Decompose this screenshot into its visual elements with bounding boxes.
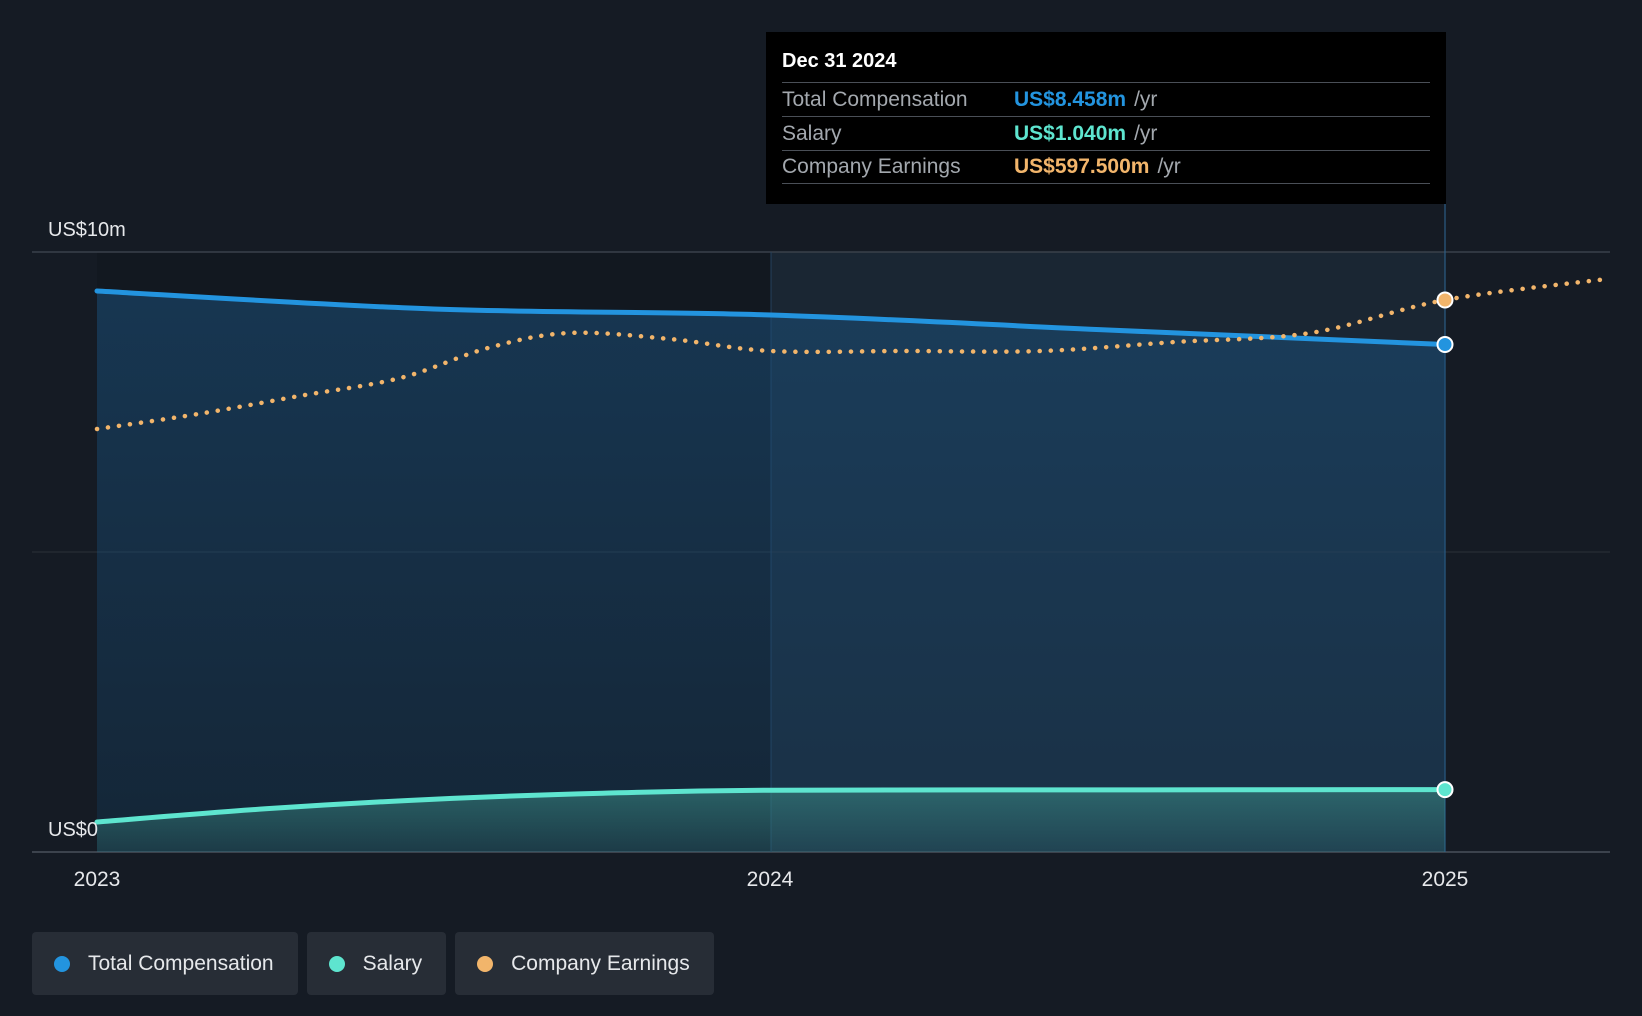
salary-point xyxy=(1436,781,1454,799)
legend: Total Compensation Salary Company Earnin… xyxy=(32,932,714,995)
tooltip-value-total-compensation: US$8.458m xyxy=(1014,87,1127,111)
tooltip-unit: /yr xyxy=(1157,155,1181,178)
legend-label: Company Earnings xyxy=(511,951,690,975)
y-tick-label-max: US$10m xyxy=(48,219,126,241)
legend-dot-icon xyxy=(477,955,494,972)
company-earnings-point xyxy=(1436,291,1454,309)
total-compensation-line xyxy=(94,288,1448,348)
tooltip-value-company-earnings: US$597.500m xyxy=(1014,155,1150,178)
legend-label: Salary xyxy=(362,951,423,975)
tooltip-label: Company Earnings xyxy=(782,155,961,178)
tooltip-label: Total Compensation xyxy=(782,87,968,111)
total-compensation-area xyxy=(97,291,1445,852)
tooltip-row-company-earnings: Company Earnings US$597.500m /yr xyxy=(782,150,1430,184)
legend-item-salary[interactable]: Salary xyxy=(306,932,447,995)
salary-line xyxy=(94,787,1448,825)
y-tick-label-min: US$0 xyxy=(48,819,98,841)
tooltip-label: Salary xyxy=(782,121,842,145)
company-earnings-line xyxy=(94,276,1610,432)
tooltip-value-salary: US$1.040m xyxy=(1014,121,1127,145)
x-tick-label-2025: 2025 xyxy=(1422,868,1469,891)
legend-label: Total Compensation xyxy=(88,951,274,975)
tooltip: Dec 31 2024 Total Compensation US$8.458m… xyxy=(766,32,1446,204)
salary-area xyxy=(97,789,1445,852)
legend-item-total-compensation[interactable]: Total Compensation xyxy=(32,932,298,995)
tooltip-date: Dec 31 2024 xyxy=(782,50,897,72)
tooltip-unit: /yr xyxy=(1134,121,1158,145)
total-compensation-point xyxy=(1436,336,1454,354)
tooltip-unit: /yr xyxy=(1134,87,1158,111)
x-tick-label-2023: 2023 xyxy=(74,868,121,891)
tooltip-row-salary: Salary US$1.040m /yr xyxy=(782,116,1430,150)
tooltip-row-total-compensation: Total Compensation US$8.458m /yr xyxy=(782,82,1430,116)
legend-item-company-earnings[interactable]: Company Earnings xyxy=(455,932,714,995)
legend-dot-icon xyxy=(328,955,345,972)
x-tick-label-2024: 2024 xyxy=(747,868,794,891)
legend-dot-icon xyxy=(54,955,70,972)
